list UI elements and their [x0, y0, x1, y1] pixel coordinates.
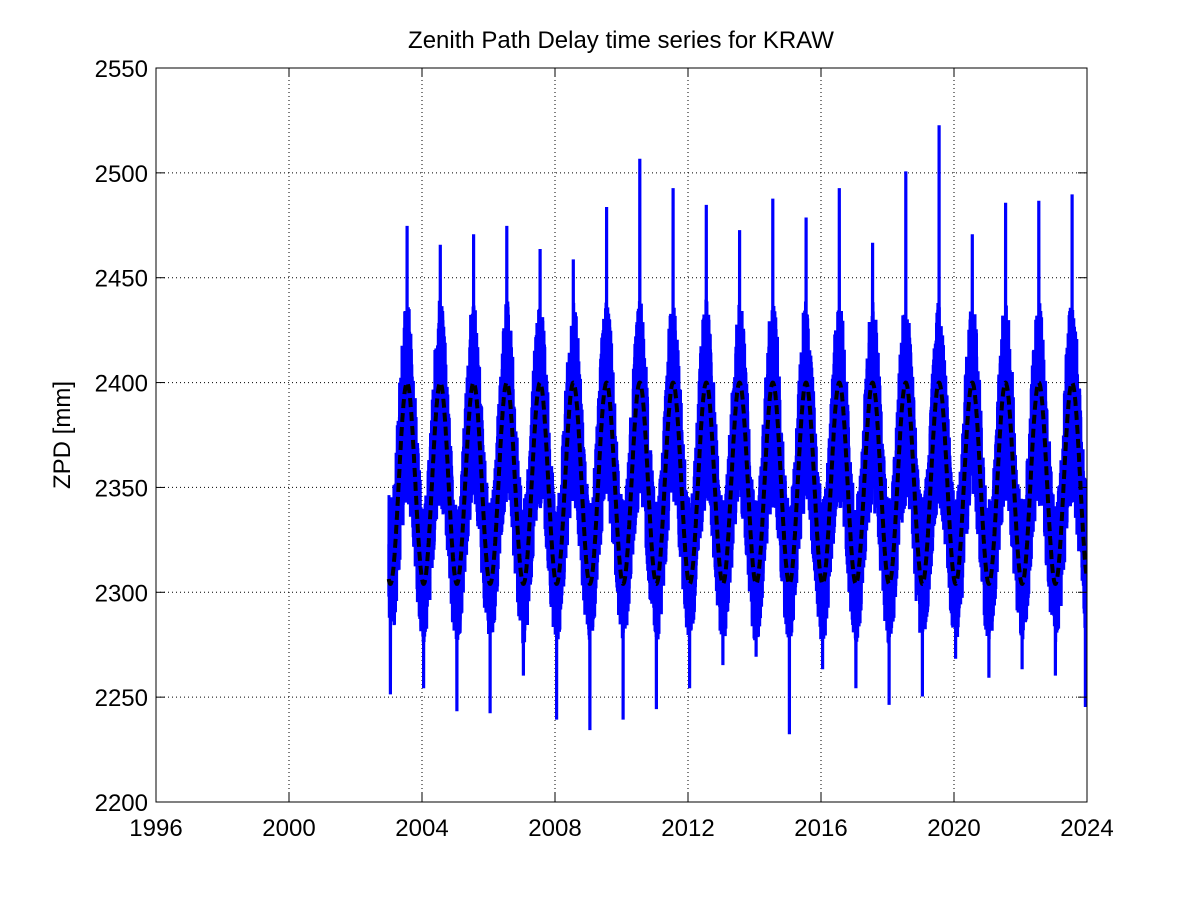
y-tick-label: 2200 — [95, 790, 148, 817]
x-tick-label: 2024 — [1060, 815, 1113, 842]
y-tick-label: 2450 — [95, 266, 148, 293]
x-tick-label: 2020 — [927, 815, 980, 842]
observed-zpd-series — [387, 125, 1087, 735]
x-tick-label: 2004 — [395, 815, 448, 842]
chart-title: Zenith Path Delay time series for KRAW — [408, 27, 834, 54]
y-tick-label: 2550 — [95, 56, 148, 83]
series-group — [386, 125, 1087, 735]
axes-box — [155, 67, 1088, 803]
x-tick-label: 2008 — [528, 815, 581, 842]
axes — [155, 67, 1088, 803]
y-tick-label: 2400 — [95, 371, 148, 398]
tick-labels: 1996 2000 2004 2008 2012 2016 2020 2024 2200 2250… — [95, 56, 1114, 842]
y-tick-label: 2350 — [95, 475, 148, 502]
x-tick-label: 2000 — [262, 815, 315, 842]
x-tick-label: 2012 — [661, 815, 714, 842]
x-tick-label: 2016 — [794, 815, 847, 842]
x-tick-label: 1996 — [129, 815, 182, 842]
y-tick-label: 2500 — [95, 161, 148, 188]
y-tick-label: 2250 — [95, 685, 148, 712]
seasonal-model-series — [386, 380, 1087, 587]
y-tick-label: 2300 — [95, 580, 148, 607]
y-axis-label: ZPD [mm] — [49, 381, 76, 489]
